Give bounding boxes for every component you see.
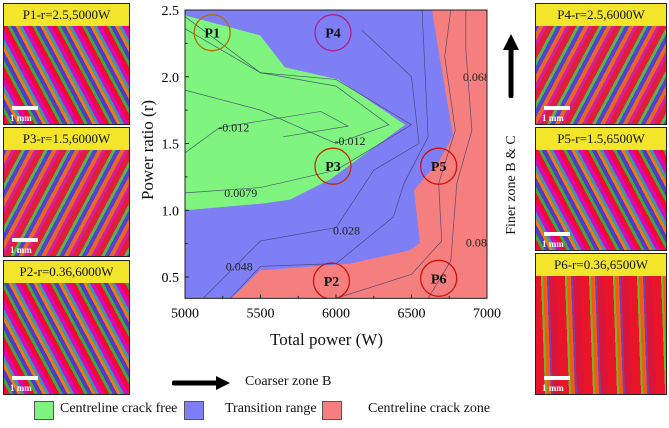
contour-label: 0.048 [226, 259, 253, 273]
legend-swatch-crack-free [34, 401, 54, 420]
scale-bar [12, 376, 38, 380]
x-tick-label: 6500 [398, 306, 426, 321]
contour-line [230, 10, 429, 299]
contour-line [185, 111, 350, 154]
sample-point-label: P4 [325, 27, 341, 42]
scale-bar-label: 1 mm [542, 113, 564, 123]
sample-point-circle [420, 147, 458, 185]
sample-point-label: P5 [431, 160, 447, 175]
y-axis-title: Power ratio (r) [138, 99, 157, 201]
contour-label: 0.0079 [224, 186, 257, 200]
micrograph-p6: P6-r=0.36,6500W 1 mm [535, 253, 667, 395]
sample-point-circle [314, 14, 352, 52]
scale-bar [12, 238, 38, 242]
scale-bar-label: 1 mm [10, 113, 32, 123]
legend-swatch-transition [184, 401, 204, 420]
micrograph-p4: P4-r=2.5,6000W 1 mm [535, 3, 667, 125]
sample-point-circle [193, 14, 231, 52]
sample-point-label: P6 [431, 272, 447, 287]
sample-point-circle [312, 262, 351, 299]
x-tick-label: 5500 [247, 306, 275, 321]
sample-point-circle [314, 147, 352, 185]
sample-point-label: P1 [204, 27, 220, 42]
micrograph-label: P3-r=1.5,6000W [4, 128, 129, 150]
x-axis-title: Total power (W) [270, 330, 384, 349]
contour-line [202, 29, 420, 299]
x-tick-label: 6000 [322, 306, 350, 321]
legend-swatch-crack-zone [322, 401, 342, 420]
micrograph-p1: P1-r=2.5,5000W 1 mm [3, 3, 130, 125]
scale-bar [12, 106, 38, 110]
scale-bar [544, 106, 570, 110]
sample-point-label: P2 [324, 275, 340, 290]
scale-bar-label: 1 mm [10, 245, 32, 255]
micrograph-p5: P5-r=1.5,6500W 1 mm [535, 127, 667, 251]
micrograph-label: P5-r=1.5,6500W [536, 128, 666, 150]
legend-label-transition: Transition range [225, 401, 317, 416]
coarser-arrow-icon [172, 376, 230, 390]
region-centreline-crack-zone [229, 10, 487, 299]
contour-line [185, 16, 413, 194]
contour-label: -0.012 [334, 134, 365, 148]
legend-label-crack-zone: Centreline crack zone [368, 401, 491, 416]
scale-bar-label: 1 mm [542, 239, 564, 249]
y-tick-label: 2.5 [162, 4, 180, 19]
contour-label: 0.088 [466, 235, 493, 249]
x-tick-label: 7000 [473, 306, 501, 321]
scale-bar [544, 376, 570, 380]
micrograph-p3: P3-r=1.5,6000W 1 mm [3, 127, 130, 257]
y-tick-label: 0.5 [162, 271, 180, 286]
micrograph-label: P1-r=2.5,5000W [4, 4, 129, 26]
y-tick-label: 1.0 [162, 204, 180, 219]
sample-point-label: P3 [325, 160, 341, 175]
micrograph-p2: P2-r=0.36,6000W 1 mm [3, 260, 130, 395]
micrograph-label: P6-r=0.36,6500W [536, 254, 666, 276]
scale-bar-label: 1 mm [542, 383, 564, 393]
micrograph-label: P4-r=2.5,6000W [536, 4, 666, 26]
plot-area: -0.012 -0.012 0.0079 0.028 0.048 0.068 0.088 P1… [185, 10, 493, 299]
legend-label-crack-free: Centreline crack free [60, 401, 178, 416]
finer-zone-label: Finer zone B & C [504, 135, 519, 235]
x-tick-label: 5000 [171, 306, 199, 321]
scale-bar [544, 232, 570, 236]
contour-label: 0.068 [463, 70, 490, 84]
micrograph-label: P2-r=0.36,6000W [4, 261, 129, 283]
contour-line [427, 10, 473, 299]
scale-bar-label: 1 mm [10, 383, 32, 393]
coarser-zone-label: Coarser zone B [245, 374, 332, 389]
contour-label: 0.028 [333, 223, 360, 237]
y-tick-label: 2.0 [162, 71, 180, 86]
contour-label: -0.012 [218, 120, 249, 134]
finer-arrow-icon [503, 34, 519, 98]
sample-point-circle [420, 259, 458, 297]
y-tick-label: 1.5 [162, 138, 180, 153]
